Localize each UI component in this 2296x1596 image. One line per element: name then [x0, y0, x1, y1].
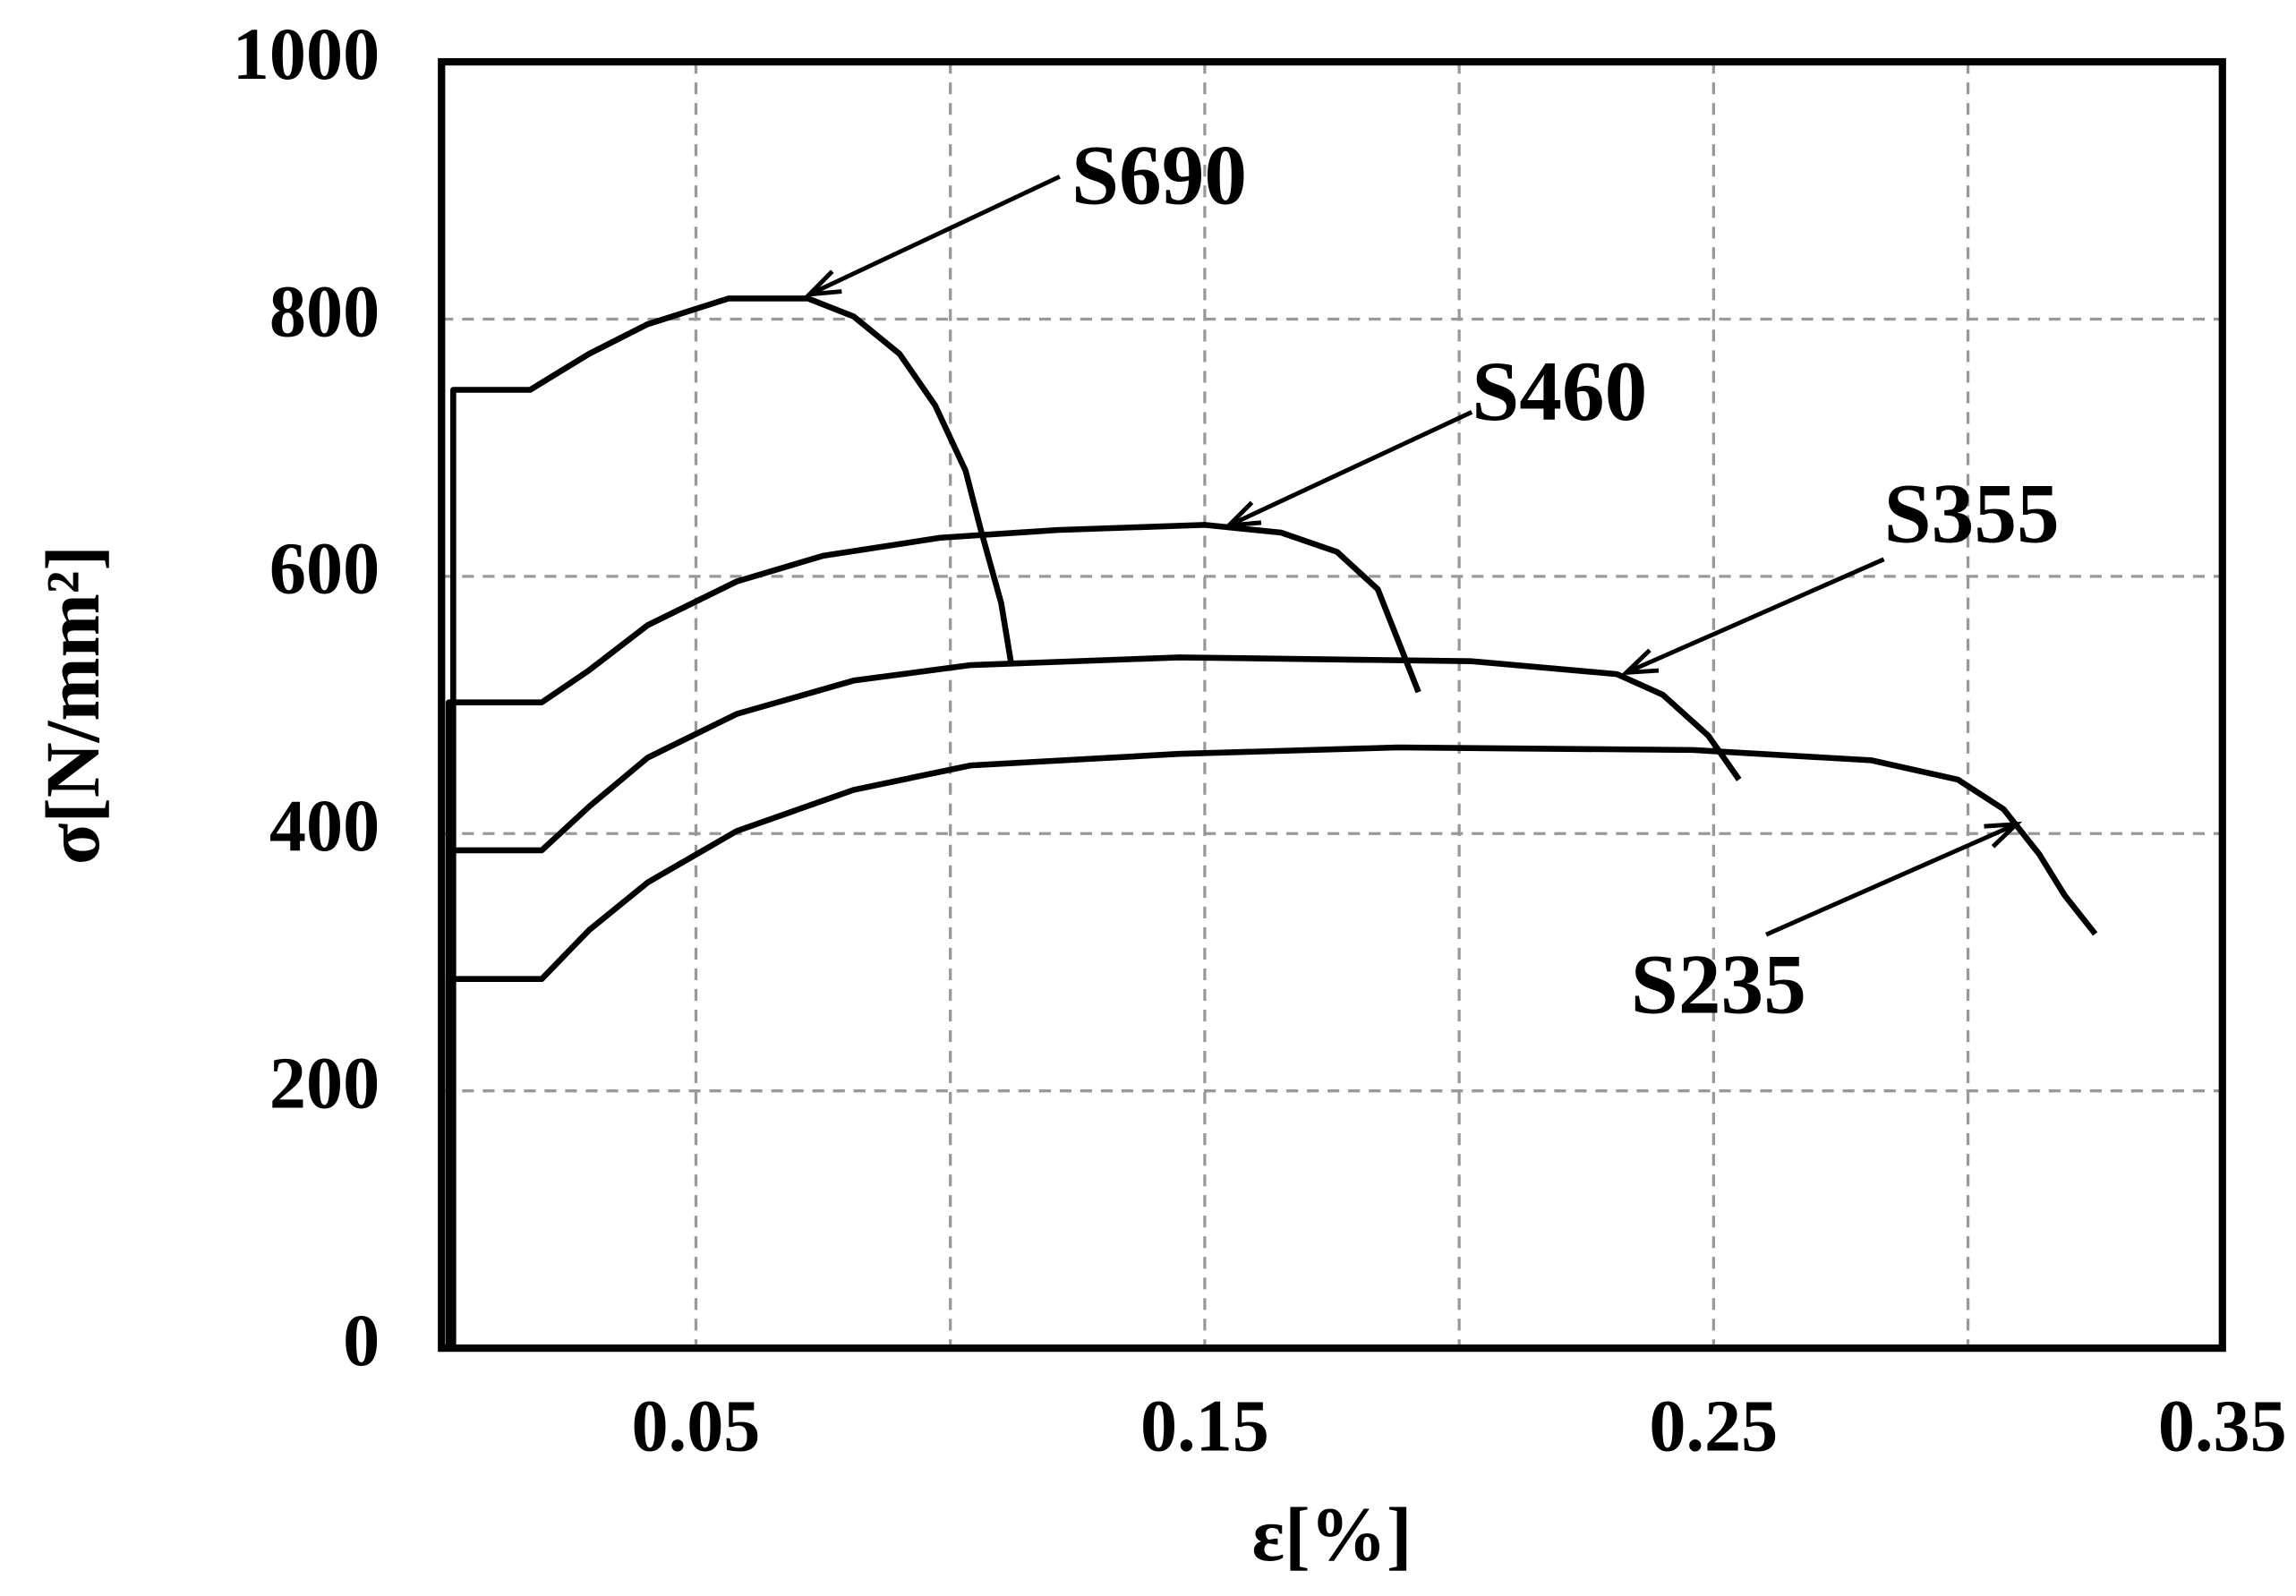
series-label: S460	[1472, 344, 1647, 439]
y-tick-label: 400	[269, 785, 380, 866]
series-label: S235	[1631, 937, 1806, 1032]
annotation-arrow	[808, 175, 1061, 297]
data-line	[445, 522, 1421, 1349]
arrow-head	[1620, 648, 1660, 676]
x-axis-label: ε[%]	[1252, 1493, 1413, 1577]
x-tick-label: 0.25	[1649, 1385, 1778, 1466]
series-label: S690	[1071, 127, 1247, 222]
annotation-arrow	[1765, 822, 2018, 937]
arrow-head	[1223, 500, 1262, 529]
plot-frame	[438, 57, 2226, 1353]
data-line	[445, 654, 1742, 1349]
y-tick-label: 1000	[233, 13, 380, 95]
series-label: S355	[1884, 466, 2060, 561]
x-tick-label: 0.35	[2158, 1385, 2287, 1466]
arrow-head	[803, 269, 842, 297]
data-line	[450, 295, 1015, 1349]
annotation-arrow	[1227, 410, 1473, 528]
y-tick-label: 600	[269, 528, 380, 610]
x-tick-label: 0.05	[632, 1385, 761, 1466]
arrow-head	[1984, 821, 2023, 849]
y-tick-label: 800	[269, 270, 380, 352]
y-tick-label: 0	[343, 1300, 380, 1381]
annotation-arrow	[1625, 557, 1885, 675]
x-tick-label: 0.15	[1140, 1385, 1269, 1466]
y-axis-label: σ[N/mm²]	[31, 545, 115, 865]
y-tick-label: 200	[269, 1043, 380, 1124]
